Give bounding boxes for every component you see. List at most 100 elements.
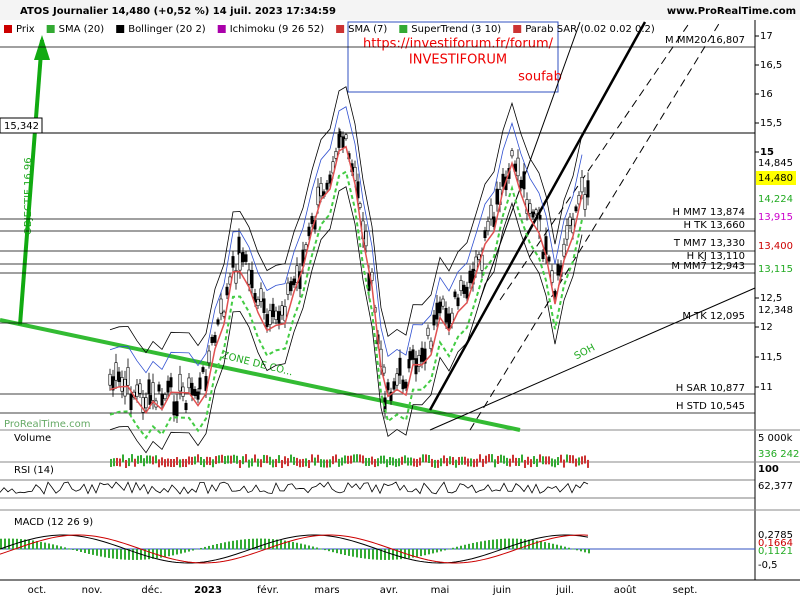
volume-bar <box>545 456 547 465</box>
sma20 <box>109 145 583 415</box>
volume-bar <box>317 454 319 463</box>
macd-hist <box>528 539 530 550</box>
volume-bar <box>575 458 577 467</box>
volume-bar <box>212 459 214 468</box>
volume-bar <box>227 455 229 464</box>
macd-hist <box>348 549 350 556</box>
candle <box>135 384 139 398</box>
level-label: H STD 10,545 <box>676 401 745 412</box>
candle <box>172 401 176 416</box>
volume-bar <box>359 454 361 463</box>
macd-hist <box>336 549 338 554</box>
macd-hist <box>192 549 194 551</box>
macd-hist <box>184 549 186 553</box>
candle <box>196 391 200 400</box>
volume-bar <box>281 459 283 468</box>
rsi-axis: 100 <box>758 464 779 475</box>
macd-hist <box>360 549 362 559</box>
macd-hist <box>112 549 114 559</box>
volume-bar <box>536 458 538 467</box>
ichimoku <box>109 106 583 374</box>
volume-bar <box>203 459 205 468</box>
volume-bar <box>323 459 325 468</box>
volume-bar <box>539 454 541 463</box>
macd-hist <box>548 542 550 550</box>
legend-entry: SuperTrend (3 10) <box>411 24 501 35</box>
legend-swatch <box>336 25 345 33</box>
candle <box>316 186 320 206</box>
macd-hist <box>220 543 222 550</box>
volume-bar <box>110 458 112 467</box>
macd-hist <box>508 538 510 550</box>
volume-bar <box>173 458 175 467</box>
candle <box>238 252 242 271</box>
brand: INVESTIFORUM <box>409 53 507 68</box>
volume-bar <box>164 459 166 468</box>
macd-hist <box>324 549 326 551</box>
macd-hist <box>332 549 334 553</box>
macd-hist <box>212 544 214 550</box>
candle <box>468 270 472 284</box>
bollinger <box>109 86 583 354</box>
macd-hist <box>588 549 590 554</box>
macd-hist <box>44 542 46 550</box>
volume-bar <box>527 456 529 465</box>
macd-hist <box>168 549 170 557</box>
candle <box>286 282 290 295</box>
candle <box>283 306 287 322</box>
volume-bar <box>584 455 586 464</box>
macd-hist <box>572 548 574 550</box>
candle <box>414 358 418 375</box>
price-badge-text: 14,224 <box>758 194 793 205</box>
candle <box>141 397 145 413</box>
macd-hist <box>524 539 526 550</box>
price-badge <box>756 239 796 253</box>
month-label: juil. <box>555 585 574 596</box>
candle <box>241 251 245 263</box>
macd-hist <box>152 549 154 559</box>
month-label: nov. <box>82 585 103 596</box>
month-label: oct. <box>28 585 47 596</box>
macd-hist <box>320 548 322 550</box>
rsi-line <box>0 481 589 495</box>
macd-hist <box>368 549 370 560</box>
macd-hist <box>40 541 42 550</box>
candle <box>417 355 421 367</box>
macd-hist <box>16 538 18 550</box>
candle <box>123 378 127 397</box>
macd-value: 0,1664 <box>758 538 793 549</box>
volume-bar <box>461 456 463 465</box>
volume-last: 336 242 <box>758 449 799 460</box>
macd-hist <box>260 538 262 550</box>
macd-hist <box>180 549 182 554</box>
legend-entry: SMA (20) <box>59 24 105 35</box>
volume-bar <box>194 456 196 465</box>
volume-bar <box>383 455 385 464</box>
candle <box>386 382 390 391</box>
legend-swatch <box>116 25 125 33</box>
macd-hist <box>8 538 10 550</box>
volume-bar <box>284 456 286 465</box>
legend-entry: Ichimoku (9 26 52) <box>230 24 324 35</box>
macd-hist <box>428 549 430 555</box>
macd-hist <box>224 542 226 550</box>
candle <box>277 311 281 324</box>
target-arrow <box>18 39 44 326</box>
macd-hist <box>208 545 210 550</box>
left-level: 15,342 <box>4 121 39 132</box>
macd-hist <box>384 549 386 560</box>
volume-bar <box>401 456 403 465</box>
volume-bar <box>305 458 307 467</box>
macd-hist <box>468 543 470 550</box>
candle <box>474 256 478 272</box>
candle <box>574 206 578 212</box>
candle <box>292 278 296 286</box>
volume-bar <box>290 454 292 463</box>
volume-bar <box>452 457 454 466</box>
volume-bar <box>350 455 352 464</box>
volume-bar <box>404 455 406 464</box>
volume-bar <box>278 455 280 464</box>
candle <box>398 357 402 376</box>
level-label: M MM7 12,943 <box>671 261 745 272</box>
price-tick: 11 <box>760 382 773 393</box>
